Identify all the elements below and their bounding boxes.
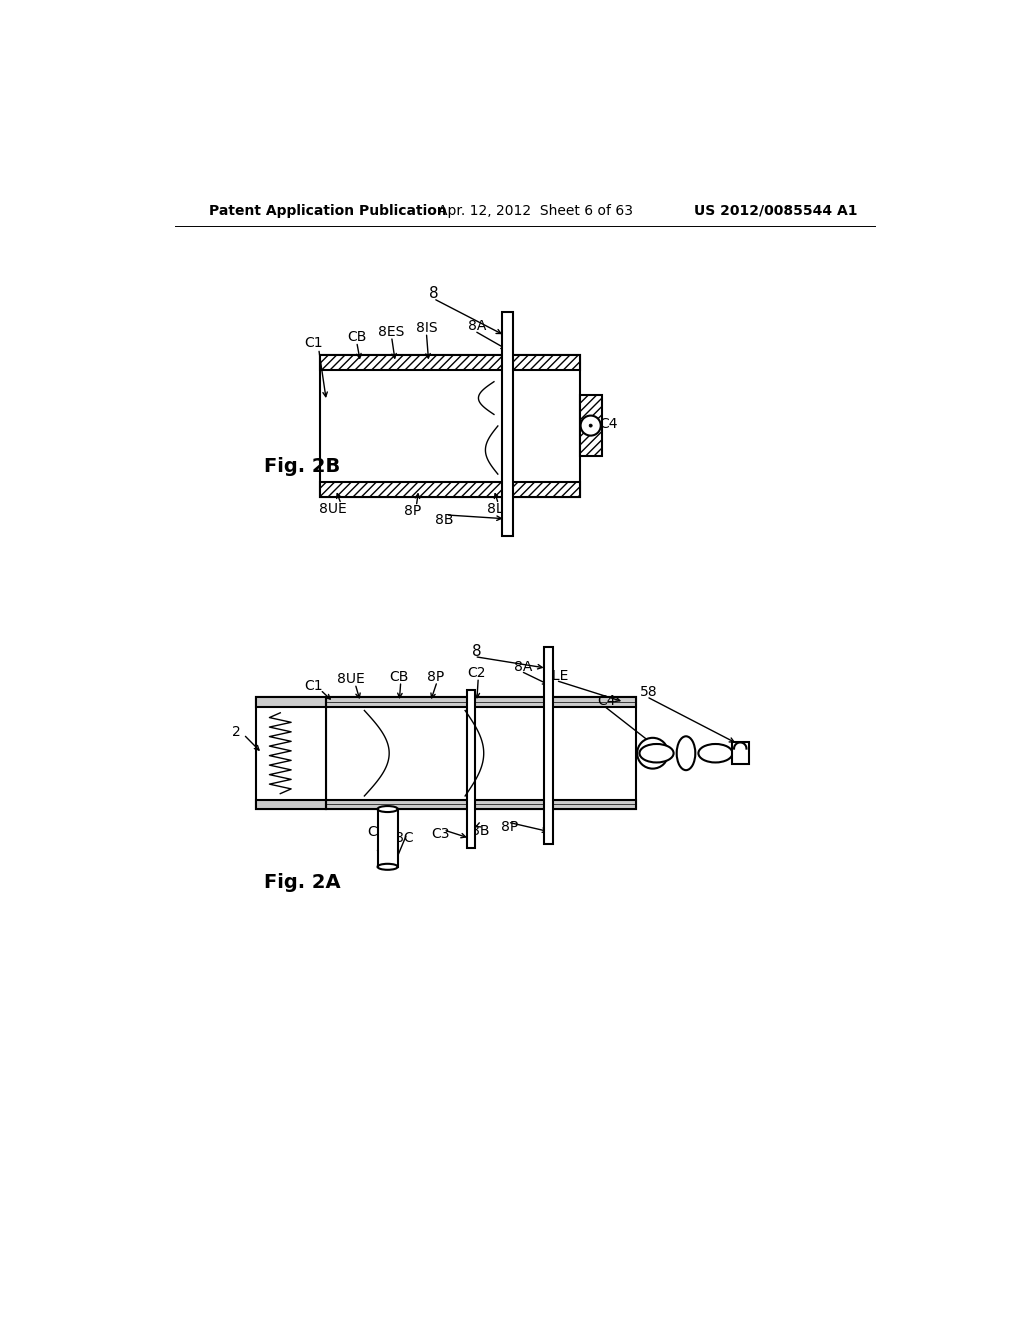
Bar	[378, 809, 397, 867]
Text: C2: C2	[468, 665, 486, 680]
Text: 58: 58	[640, 685, 657, 700]
Text: 2: 2	[232, 725, 241, 739]
Ellipse shape	[677, 737, 695, 770]
Circle shape	[589, 424, 592, 428]
Text: 8B: 8B	[471, 824, 489, 838]
Text: 8P: 8P	[403, 504, 421, 517]
Text: Fig. 2B: Fig. 2B	[263, 457, 340, 477]
Bar	[326, 697, 636, 809]
Text: CB: CB	[347, 330, 367, 345]
Text: 8C: 8C	[394, 832, 414, 845]
Bar	[256, 697, 326, 706]
Text: 8: 8	[472, 644, 481, 659]
Ellipse shape	[378, 863, 397, 870]
Bar	[732, 742, 749, 764]
Text: 8UE: 8UE	[337, 672, 365, 686]
Bar	[256, 800, 326, 809]
Text: 8UE: 8UE	[319, 502, 347, 516]
Bar	[321, 482, 580, 498]
Bar	[467, 689, 475, 847]
Text: C4: C4	[597, 694, 615, 709]
Bar	[326, 697, 636, 706]
Text: US 2012/0085544 A1: US 2012/0085544 A1	[693, 203, 857, 218]
Bar	[502, 313, 513, 536]
Bar	[326, 800, 636, 809]
Text: Apr. 12, 2012  Sheet 6 of 63: Apr. 12, 2012 Sheet 6 of 63	[438, 203, 633, 218]
Bar	[580, 395, 601, 457]
Text: Fig. 2A: Fig. 2A	[263, 873, 340, 892]
Text: 8LE: 8LE	[543, 669, 568, 682]
Text: 8A: 8A	[468, 319, 486, 333]
Text: CB: CB	[389, 669, 409, 684]
Text: 8IS: 8IS	[416, 321, 437, 335]
Bar	[321, 355, 580, 498]
Circle shape	[637, 738, 669, 768]
Bar	[256, 697, 326, 809]
Bar	[321, 355, 580, 370]
Text: Patent Application Publication: Patent Application Publication	[209, 203, 447, 218]
Text: 8P: 8P	[502, 820, 519, 834]
Circle shape	[581, 416, 601, 436]
Text: C4: C4	[599, 417, 617, 432]
Text: 8: 8	[429, 285, 439, 301]
Bar	[321, 355, 580, 370]
Bar	[326, 800, 636, 809]
Text: C5: C5	[367, 825, 385, 840]
Bar	[256, 697, 326, 706]
Bar	[580, 395, 601, 457]
Ellipse shape	[378, 807, 397, 812]
Text: 8A: 8A	[514, 660, 532, 673]
Text: C1: C1	[305, 337, 324, 350]
Text: 8P: 8P	[427, 669, 444, 684]
Bar	[321, 482, 580, 498]
Text: C3: C3	[431, 828, 450, 841]
Text: 8ES: 8ES	[378, 325, 404, 339]
Text: 8B: 8B	[435, 513, 454, 527]
Text: C1: C1	[305, 678, 324, 693]
Ellipse shape	[698, 744, 732, 763]
Ellipse shape	[640, 744, 674, 763]
Text: 8LE: 8LE	[487, 502, 513, 516]
Bar	[544, 647, 554, 843]
Bar	[326, 697, 636, 706]
Bar	[256, 800, 326, 809]
